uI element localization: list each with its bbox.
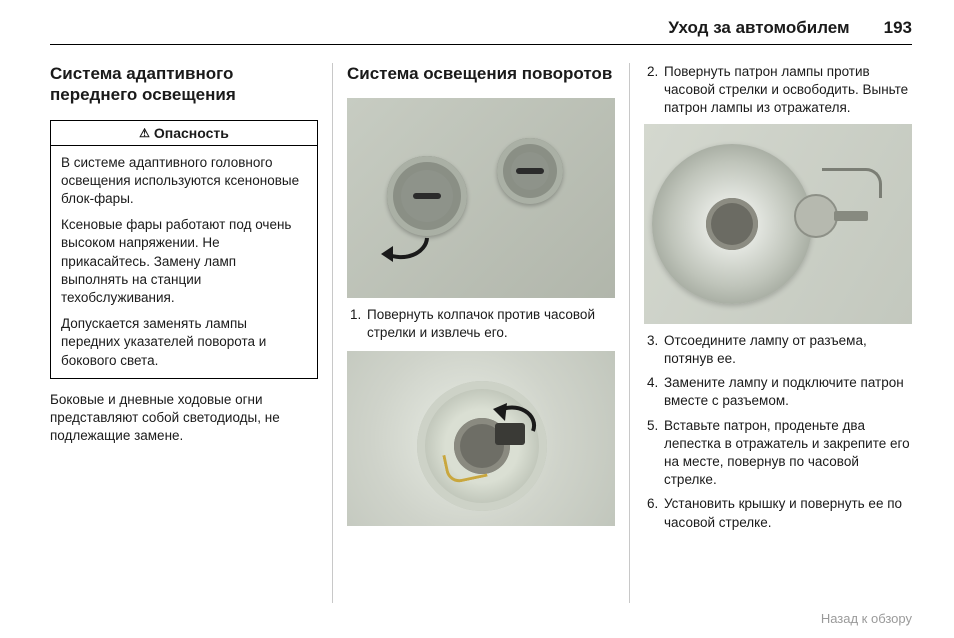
running-header: Уход за автомобилем 193: [50, 18, 912, 45]
warning-triangle-icon: ⚠: [139, 126, 150, 140]
step-item: Установить крышку и повернуть ее по часо…: [662, 495, 912, 531]
step-item: Отсоедините лампу от разъема, потянув ее…: [662, 332, 912, 368]
danger-callout: ⚠ Опасность В системе адаптивного головн…: [50, 120, 318, 379]
column-3: Повернуть патрон лампы против часовой ст…: [629, 63, 912, 603]
back-to-overview-link[interactable]: Назад к обзору: [821, 611, 912, 626]
danger-callout-body: В системе адаптивного головного освещени…: [51, 146, 317, 378]
danger-label: Опасность: [154, 125, 229, 141]
cornering-light-title: Система освещения поворотов: [347, 63, 615, 84]
danger-callout-header: ⚠ Опасность: [51, 121, 317, 146]
step-item: Повернуть колпачок против часовой стрелк…: [365, 306, 615, 342]
step-list: Повернуть колпачок против часовой стрелк…: [347, 306, 615, 342]
page: Уход за автомобилем 193 Система адаптивн…: [0, 0, 954, 638]
step-item: Повернуть патрон лампы против часовой ст…: [662, 63, 912, 118]
rotate-ccw-arrow-icon: [487, 403, 537, 433]
illustration-bulb-holder-removed: [644, 124, 912, 324]
three-column-layout: Система адаптивного переднего освещения …: [50, 63, 912, 603]
danger-paragraph: Допускается заменять лампы передних указ…: [61, 315, 307, 370]
body-paragraph: Боковые и дневные ходовые огни представл…: [50, 391, 318, 446]
page-number: 193: [884, 18, 912, 38]
column-1: Система адаптивного переднего освещения …: [50, 63, 332, 603]
danger-paragraph: Ксеновые фары работают под очень высоком…: [61, 216, 307, 307]
step-list-continued-2: Отсоедините лампу от разъема, потянув ее…: [644, 332, 912, 532]
header-section-title: Уход за автомобилем: [668, 18, 849, 38]
step-item: Вставьте патрон, проденьте два лепестка …: [662, 417, 912, 490]
illustration-cap-on-headlight: [347, 98, 615, 298]
step-list-continued: Повернуть патрон лампы против часовой ст…: [644, 63, 912, 118]
adaptive-lighting-title: Система адаптивного переднего освещения: [50, 63, 318, 106]
illustration-bulb-socket: [347, 351, 615, 526]
danger-paragraph: В системе адаптивного головного освещени…: [61, 154, 307, 209]
rotate-ccw-arrow-icon: [377, 232, 427, 262]
column-2: Система освещения поворотов Повернуть ко…: [332, 63, 629, 603]
step-item: Замените лампу и подключите патрон вмест…: [662, 374, 912, 410]
